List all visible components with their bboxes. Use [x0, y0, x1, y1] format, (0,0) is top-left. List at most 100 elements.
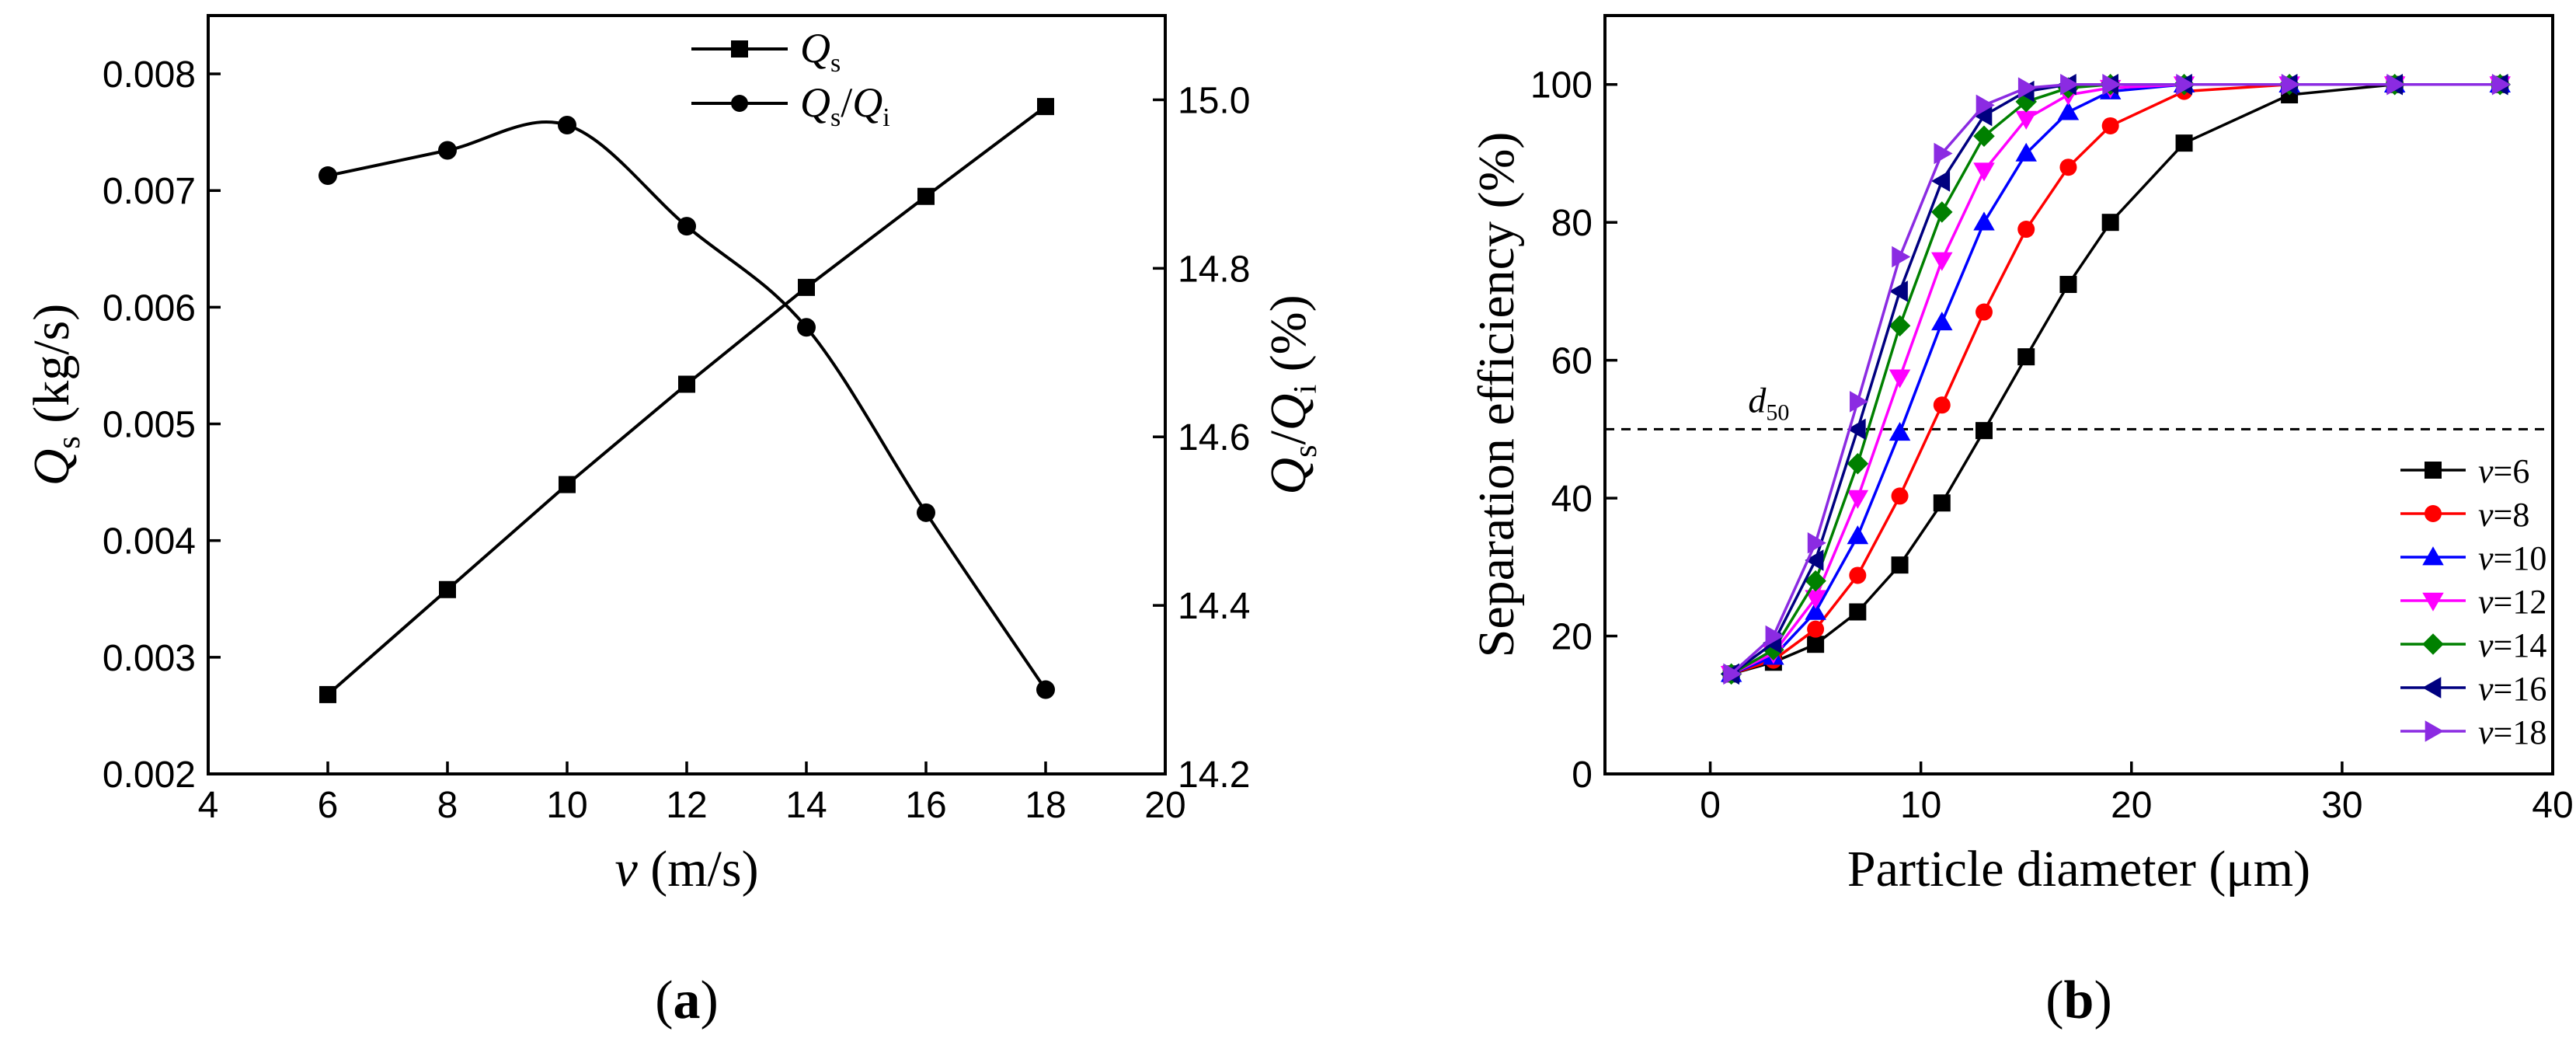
a-y2label-sub2: i: [1288, 385, 1324, 394]
a-x-tick-label: 14: [785, 785, 827, 826]
a-y-tick-label: 0.008: [103, 54, 196, 96]
a-y2-tick-label: 14.2: [1178, 754, 1250, 796]
a-y2-tick-label: 14.8: [1178, 249, 1250, 290]
b-data-point: [1931, 312, 1953, 331]
b-y-tick-label: 80: [1551, 203, 1593, 244]
b-legend-var: v: [2478, 670, 2494, 708]
a-x-tick-label: 6: [318, 785, 339, 826]
b-data-point: [1807, 636, 1825, 653]
a-ylabel-sub: s: [51, 436, 87, 448]
a-y2label-q2: Q: [1260, 394, 1317, 431]
b-legend-var: v: [2478, 626, 2494, 664]
d50-label-sub: 50: [1766, 399, 1789, 425]
panel-a-marks: [319, 98, 1055, 703]
b-series-v=8: [1722, 75, 2509, 683]
b-legend-eq: =16: [2494, 670, 2547, 708]
legend-ratio-q2: Q: [852, 79, 882, 126]
b-data-point: [1805, 601, 1826, 620]
b-legend-label: v=6: [2478, 452, 2529, 490]
b-data-point: [1847, 525, 1869, 545]
a-series-line-0: [326, 105, 1047, 696]
b-legend-marker: [2425, 720, 2444, 742]
b-data-point: [1973, 162, 1995, 182]
b-series-v=16: [1720, 73, 2508, 685]
b-y-tick-label: 40: [1551, 479, 1593, 520]
b-series-v=18: [1723, 73, 2511, 685]
b-legend-var: v: [2478, 583, 2494, 621]
b-x-tick-label: 0: [1700, 785, 1721, 826]
b-data-point: [1976, 422, 1993, 440]
b-legend-eq: =12: [2494, 583, 2547, 621]
b-series-line: [1731, 82, 2501, 676]
a-y-tick-label: 0.004: [103, 521, 196, 563]
a-y2label-sub1: s: [1288, 445, 1324, 458]
b-data-point: [1850, 391, 1869, 413]
a-y2label-q1: Q: [1260, 458, 1317, 495]
b-data-point: [1931, 201, 1953, 223]
b-data-point: [2015, 142, 2037, 162]
panel-a-ticks: 4 6 8 10 12 14 16 18 20 0.002 0.003 0.004 0.005 0.006…: [103, 54, 1251, 826]
b-legend-marker: [2422, 592, 2444, 612]
b-data-point: [1931, 252, 1953, 271]
a-y-tick-label: 0.005: [103, 405, 196, 446]
b-data-point: [1892, 246, 1911, 268]
b-data-point: [2017, 77, 2037, 99]
panel-a-plot-frame: [207, 14, 1167, 775]
b-data-point: [1805, 549, 1824, 571]
b-x-tick-label: 40: [2532, 785, 2573, 826]
a-x-tick-label: 4: [198, 785, 219, 826]
b-data-point: [1765, 625, 1784, 647]
b-series-v=10: [1720, 73, 2511, 682]
panel-a-legend: Qs Qs/Qi: [691, 25, 890, 132]
b-data-point: [1976, 94, 1995, 117]
b-series-line: [1731, 82, 2501, 676]
a-x-tick-label: 16: [905, 785, 946, 826]
b-data-point: [1807, 620, 1825, 638]
b-legend-label: v=16: [2478, 670, 2546, 708]
panel-b-plot-frame: [1603, 14, 2554, 775]
b-data-point: [2101, 117, 2119, 134]
a-series-line-1: [327, 120, 1047, 691]
b-data-point: [1888, 422, 1911, 441]
b-legend-marker: [2422, 633, 2444, 655]
b-legend-marker: [2425, 462, 2442, 479]
b-legend-var: v: [2478, 496, 2494, 534]
panel-b-caption-letter: b: [2064, 971, 2094, 1030]
a-data-point: [917, 187, 935, 205]
b-data-point: [1805, 570, 1826, 592]
a-y2-tick-label: 15.0: [1178, 80, 1250, 121]
legend-label-ratio: Qs/Qi: [800, 79, 890, 132]
a-data-point: [438, 141, 457, 160]
a-y-tick-label: 0.006: [103, 288, 196, 329]
b-legend-eq: =14: [2494, 626, 2547, 664]
a-y2label-unit: (%): [1260, 294, 1317, 384]
b-legend-marker: [2422, 546, 2444, 566]
b-data-point: [1888, 281, 1908, 302]
b-y-tick-label: 100: [1530, 65, 1593, 106]
a-y-tick-label: 0.003: [103, 638, 196, 679]
b-data-point: [2175, 134, 2193, 152]
a-ylabel-unit: (kg/s): [23, 304, 80, 436]
b-legend-label: v=10: [2478, 539, 2546, 577]
a-xlabel-var: v: [614, 841, 638, 897]
b-legend-var: v: [2478, 713, 2494, 751]
b-legend-label: v=14: [2478, 626, 2546, 664]
legend-marker-qs: [731, 40, 748, 58]
b-y-tick-label: 0: [1572, 754, 1593, 796]
legend-qs-sub: s: [830, 49, 841, 78]
panel-a-caption-letter: a: [674, 971, 701, 1030]
b-data-point: [1973, 125, 1995, 148]
a-data-point: [917, 503, 935, 522]
b-data-point: [2059, 276, 2077, 294]
b-legend-eq: =10: [2494, 539, 2547, 577]
a-ylabel-q: Q: [23, 449, 80, 486]
a-data-point: [439, 580, 456, 598]
b-series-v=6: [1722, 75, 2509, 683]
a-data-point: [797, 318, 816, 337]
b-series-v=14: [1720, 73, 2511, 685]
b-data-point: [1891, 487, 1909, 505]
legend-qs-q: Q: [800, 25, 830, 71]
panel-a-y2-axis-title: Qs/Qi (%): [1260, 294, 1324, 494]
